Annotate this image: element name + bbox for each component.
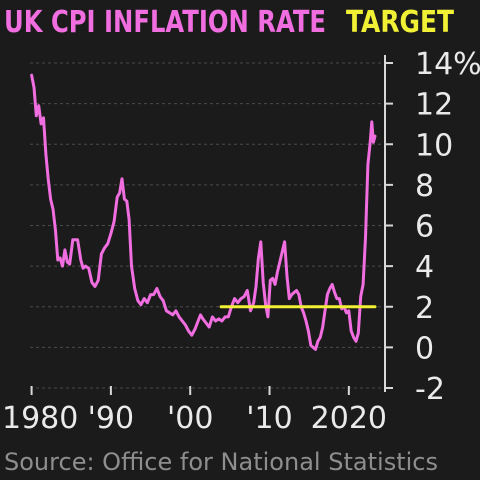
y-tick-label-2: 10 [415,128,453,163]
x-tick-label-1: '90 [88,401,134,436]
y-tick-label-8: -2 [415,372,445,407]
y-tick-label-0: 14% [415,47,480,82]
y-tick-label-1: 12 [415,88,453,123]
target-legend-label: TARGET [346,5,454,40]
y-tick-label-7: 0 [415,331,434,366]
y-tick-label-5: 4 [415,250,434,285]
y-ticks: 14% 12 10 8 6 4 2 0 -2 [385,47,480,407]
x-tick-label-2: '00 [167,401,213,436]
cpi-inflation-line [30,73,377,351]
x-tick-label-0: 1980 [2,401,78,436]
x-tick-label-4: 2020 [311,401,387,436]
y-tick-label-6: 2 [415,291,434,326]
y-tick-label-4: 6 [415,210,434,245]
y-tick-label-3: 8 [415,169,434,204]
chart-title: UK CPI INFLATION RATE [4,5,326,40]
x-ticks: 1980 '90 '00 '10 2020 [2,386,387,436]
series-layer [30,73,377,351]
source-note: Source: Office for National Statistics [4,448,438,476]
x-tick-label-3: '10 [246,401,292,436]
